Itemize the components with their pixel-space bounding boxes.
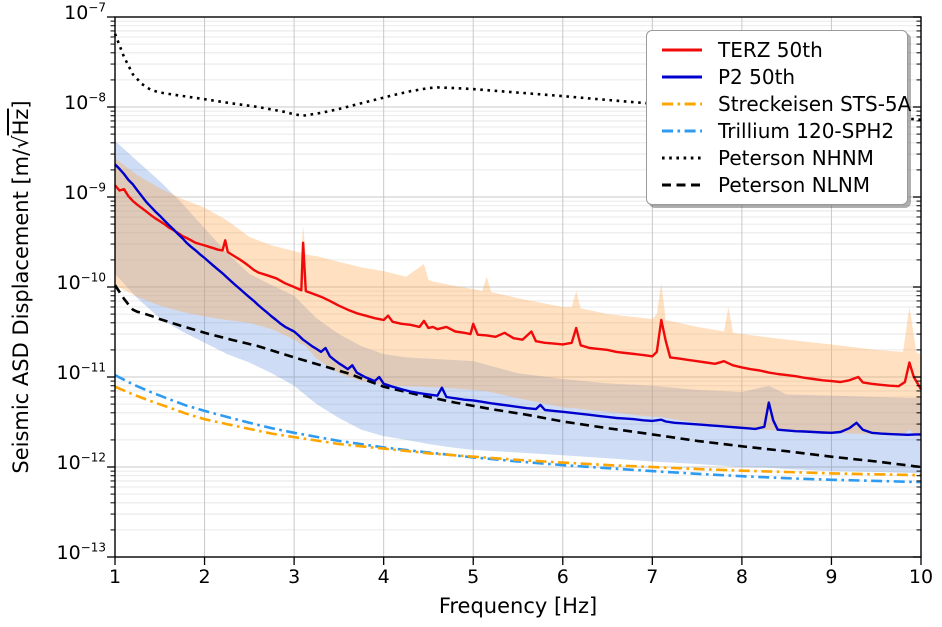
legend-label-streckeisen: Streckeisen STS-5A [718, 92, 912, 116]
legend-line-sample-terz [662, 48, 702, 52]
legend-entry-trillium: Trillium 120-SPH2 [647, 118, 907, 145]
x-tick-label-4: 4 [377, 566, 390, 588]
y-tick-label-1e-8: 10−8 [64, 90, 106, 114]
y-tick-label-1e-13: 10−13 [56, 540, 106, 564]
terz-percentile-band [115, 158, 921, 437]
legend-label-p2: P2 50th [718, 65, 796, 89]
legend-label-trillium: Trillium 120-SPH2 [718, 119, 895, 143]
y-tick-label-1e-12: 10−12 [56, 450, 106, 474]
x-tick-label-2: 2 [198, 566, 211, 588]
legend-label-nlnm: Peterson NLNM [718, 173, 871, 197]
p2-percentile-band [115, 140, 921, 474]
y-tick-label-1e-10: 10−10 [56, 270, 106, 294]
y-tick-label-1e-9: 10−9 [64, 180, 106, 204]
legend-entry-p2: P2 50th [647, 64, 907, 91]
x-tick-label-10: 10 [908, 566, 934, 588]
legend-line-sample-nhnm [662, 156, 702, 160]
y-tick-label-1e-11: 10−11 [56, 360, 106, 384]
legend: TERZ 50th P2 50th Streckeisen STS-5A Tri… [646, 30, 911, 205]
x-tick-label-6: 6 [556, 566, 569, 588]
series-line-p2-50th [114, 163, 921, 436]
legend-entry-nlnm: Peterson NLNM [647, 172, 907, 199]
series-line-peterson-nlnm [113, 284, 922, 469]
x-axis-label: Frequency [Hz] [438, 594, 598, 618]
series-line-streckeisen-sts-5a [114, 385, 922, 477]
legend-line-sample-p2 [662, 75, 702, 79]
sqrt-symbol: √ [9, 135, 33, 149]
x-tick-label-5: 5 [467, 566, 480, 588]
legend-entry-streckeisen: Streckeisen STS-5A [647, 91, 911, 118]
legend-line-sample-nlnm [662, 183, 702, 187]
x-tick-label-7: 7 [646, 566, 659, 588]
x-tick-label-1: 1 [108, 566, 122, 588]
legend-entry-terz: TERZ 50th [647, 37, 907, 64]
plot-frame [114, 16, 922, 558]
y-tick-label-1e-7: 10−7 [64, 0, 106, 24]
legend-label-terz: TERZ 50th [718, 38, 823, 62]
legend-label-nhnm: Peterson NHNM [718, 146, 874, 170]
series-line-terz-50th [114, 184, 923, 390]
x-tick-label-9: 9 [825, 566, 838, 588]
x-tick-label-8: 8 [735, 566, 748, 588]
legend-entry-nhnm: Peterson NHNM [647, 145, 907, 172]
x-tick-label-3: 3 [288, 566, 301, 588]
legend-line-sample-streckeisen [662, 102, 702, 106]
legend-line-sample-trillium [662, 129, 702, 133]
